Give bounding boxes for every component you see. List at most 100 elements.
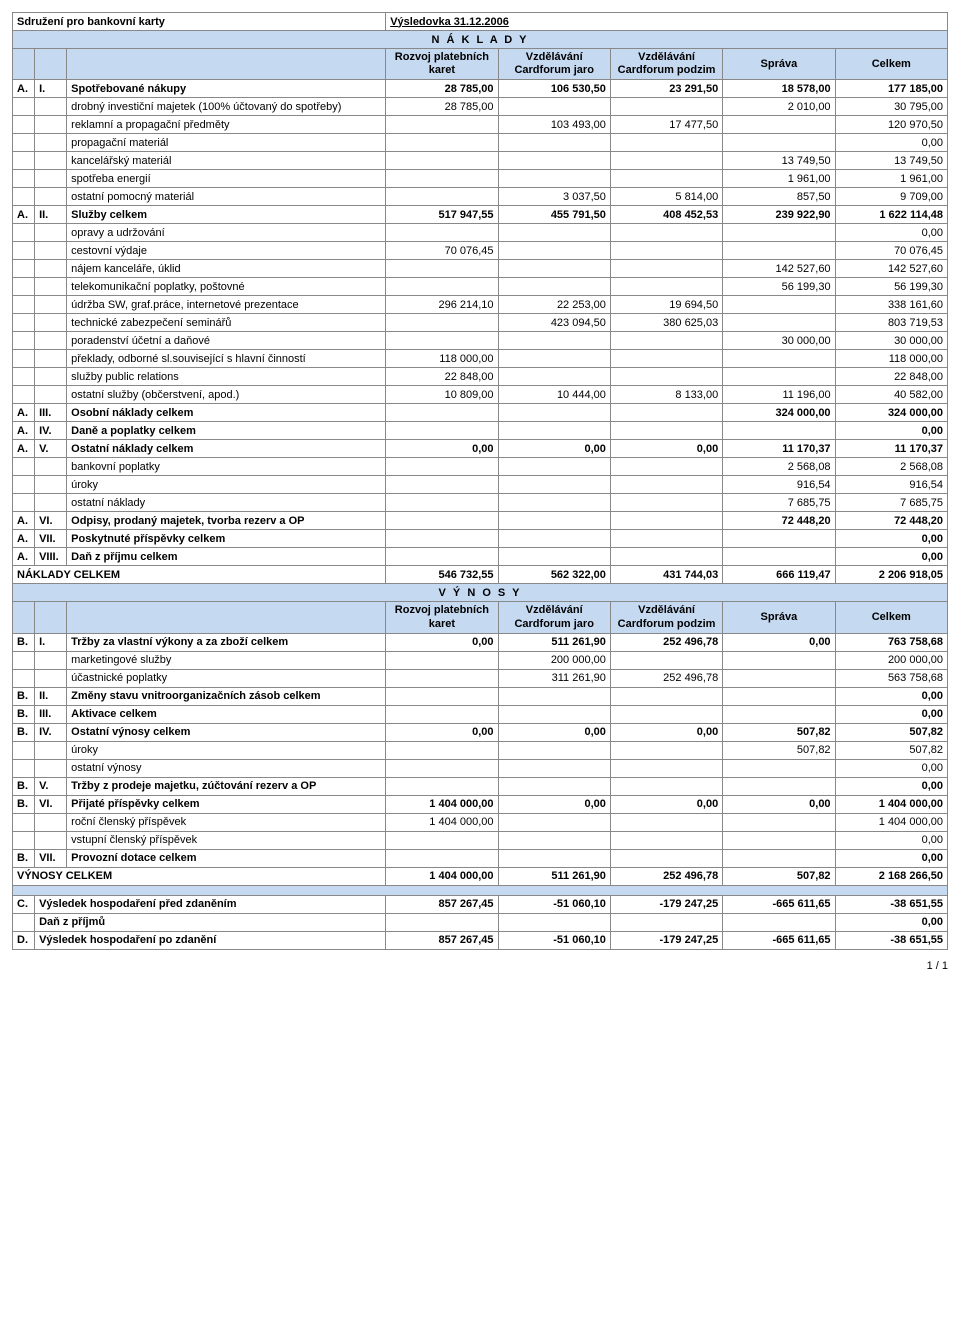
row-label: Přijaté příspěvky celkem bbox=[67, 795, 386, 813]
row-code-a bbox=[13, 296, 35, 314]
vynosy-row: účastnické poplatky311 261,90252 496,785… bbox=[13, 669, 948, 687]
row-value bbox=[498, 849, 610, 867]
row-value bbox=[723, 913, 835, 931]
row-value bbox=[723, 242, 835, 260]
row-value: -51 060,10 bbox=[498, 931, 610, 949]
row-value bbox=[498, 512, 610, 530]
row-label: Spotřebované nákupy bbox=[67, 80, 386, 98]
row-code-b bbox=[35, 332, 67, 350]
row-value: 7 685,75 bbox=[835, 494, 947, 512]
row-code-a: B. bbox=[13, 687, 35, 705]
row-value: 200 000,00 bbox=[835, 651, 947, 669]
row-value: 142 527,60 bbox=[835, 260, 947, 278]
row-value: 28 785,00 bbox=[386, 80, 498, 98]
row-value: 8 133,00 bbox=[610, 386, 722, 404]
row-value bbox=[723, 530, 835, 548]
row-value bbox=[723, 651, 835, 669]
row-value: 11 196,00 bbox=[723, 386, 835, 404]
row-value: 0,00 bbox=[835, 548, 947, 566]
row-value bbox=[498, 242, 610, 260]
row-code-a bbox=[13, 913, 35, 931]
row-value: 0,00 bbox=[835, 530, 947, 548]
row-value: 0,00 bbox=[723, 795, 835, 813]
row-code-b bbox=[35, 741, 67, 759]
row-value bbox=[610, 831, 722, 849]
row-value: 324 000,00 bbox=[723, 404, 835, 422]
row-label: nájem kanceláře, úklid bbox=[67, 260, 386, 278]
row-label: vstupní členský příspěvek bbox=[67, 831, 386, 849]
row-label: spotřeba energií bbox=[67, 170, 386, 188]
row-value bbox=[498, 759, 610, 777]
row-value: 13 749,50 bbox=[723, 152, 835, 170]
row-code-b: VI. bbox=[35, 795, 67, 813]
row-code-b: III. bbox=[35, 404, 67, 422]
column-headers-vynosy: Rozvoj platebních karet Vzdělávání Cardf… bbox=[13, 602, 948, 633]
row-label: propagační materiál bbox=[67, 134, 386, 152]
colhead-c4: Správa bbox=[723, 49, 835, 80]
row-code-a bbox=[13, 278, 35, 296]
row-value: 517 947,55 bbox=[386, 206, 498, 224]
row-value: 9 709,00 bbox=[835, 188, 947, 206]
section-naklady-label: N Á K L A D Y bbox=[13, 31, 948, 49]
row-code-a bbox=[13, 651, 35, 669]
row-value bbox=[723, 687, 835, 705]
row-value: 0,00 bbox=[498, 795, 610, 813]
row-code-a bbox=[13, 759, 35, 777]
row-code-a bbox=[13, 350, 35, 368]
row-label: Výsledek hospodaření před zdaněním bbox=[35, 895, 386, 913]
row-label: Daně a poplatky celkem bbox=[67, 422, 386, 440]
result-row: Daň z příjmů0,00 bbox=[13, 913, 948, 931]
row-value: 22 253,00 bbox=[498, 296, 610, 314]
vynosy-row: roční členský příspěvek1 404 000,001 404… bbox=[13, 813, 948, 831]
row-value bbox=[610, 813, 722, 831]
row-value bbox=[610, 224, 722, 242]
row-value bbox=[498, 170, 610, 188]
row-value: 0,00 bbox=[835, 705, 947, 723]
row-code-a bbox=[13, 368, 35, 386]
naklady-total-label: NÁKLADY CELKEM bbox=[13, 566, 386, 584]
row-label: drobný investiční majetek (100% účtovaný… bbox=[67, 98, 386, 116]
colhead-c2: Vzdělávání Cardforum jaro bbox=[498, 49, 610, 80]
row-value: 200 000,00 bbox=[498, 651, 610, 669]
row-value bbox=[386, 687, 498, 705]
row-value: 763 758,68 bbox=[835, 633, 947, 651]
row-value bbox=[723, 849, 835, 867]
row-value bbox=[723, 422, 835, 440]
naklady-row: A.I.Spotřebované nákupy28 785,00106 530,… bbox=[13, 80, 948, 98]
row-code-b: VI. bbox=[35, 512, 67, 530]
result-row: C.Výsledek hospodaření před zdaněním857 … bbox=[13, 895, 948, 913]
row-code-b bbox=[35, 134, 67, 152]
row-code-b bbox=[35, 368, 67, 386]
row-value: 1 961,00 bbox=[723, 170, 835, 188]
naklady-row: A.VIII.Daň z příjmu celkem0,00 bbox=[13, 548, 948, 566]
naklady-row: údržba SW, graf.práce, internetové preze… bbox=[13, 296, 948, 314]
row-value: 2 568,08 bbox=[835, 458, 947, 476]
vynosy-row: B.VII.Provozní dotace celkem0,00 bbox=[13, 849, 948, 867]
row-label: Tržby z prodeje majetku, zúčtování rezer… bbox=[67, 777, 386, 795]
row-value bbox=[610, 134, 722, 152]
row-code-b: IV. bbox=[35, 422, 67, 440]
naklady-row: opravy a udržování0,00 bbox=[13, 224, 948, 242]
row-value bbox=[498, 458, 610, 476]
naklady-row: kancelářský materiál13 749,5013 749,50 bbox=[13, 152, 948, 170]
row-code-a bbox=[13, 314, 35, 332]
row-value bbox=[498, 332, 610, 350]
row-value bbox=[610, 242, 722, 260]
row-value bbox=[610, 759, 722, 777]
row-value bbox=[610, 651, 722, 669]
row-value: 857,50 bbox=[723, 188, 835, 206]
row-value: -179 247,25 bbox=[610, 895, 722, 913]
row-label: kancelářský materiál bbox=[67, 152, 386, 170]
section-vynosy: V Ý N O S Y bbox=[13, 584, 948, 602]
row-code-a bbox=[13, 386, 35, 404]
row-code-b bbox=[35, 170, 67, 188]
result-row: D.Výsledek hospodaření po zdanění857 267… bbox=[13, 931, 948, 949]
row-value: 0,00 bbox=[610, 795, 722, 813]
row-value bbox=[386, 152, 498, 170]
row-value bbox=[610, 913, 722, 931]
row-label: cestovní výdaje bbox=[67, 242, 386, 260]
naklady-row: propagační materiál0,00 bbox=[13, 134, 948, 152]
row-value: 19 694,50 bbox=[610, 296, 722, 314]
row-value: 18 578,00 bbox=[723, 80, 835, 98]
row-value: 0,00 bbox=[835, 422, 947, 440]
